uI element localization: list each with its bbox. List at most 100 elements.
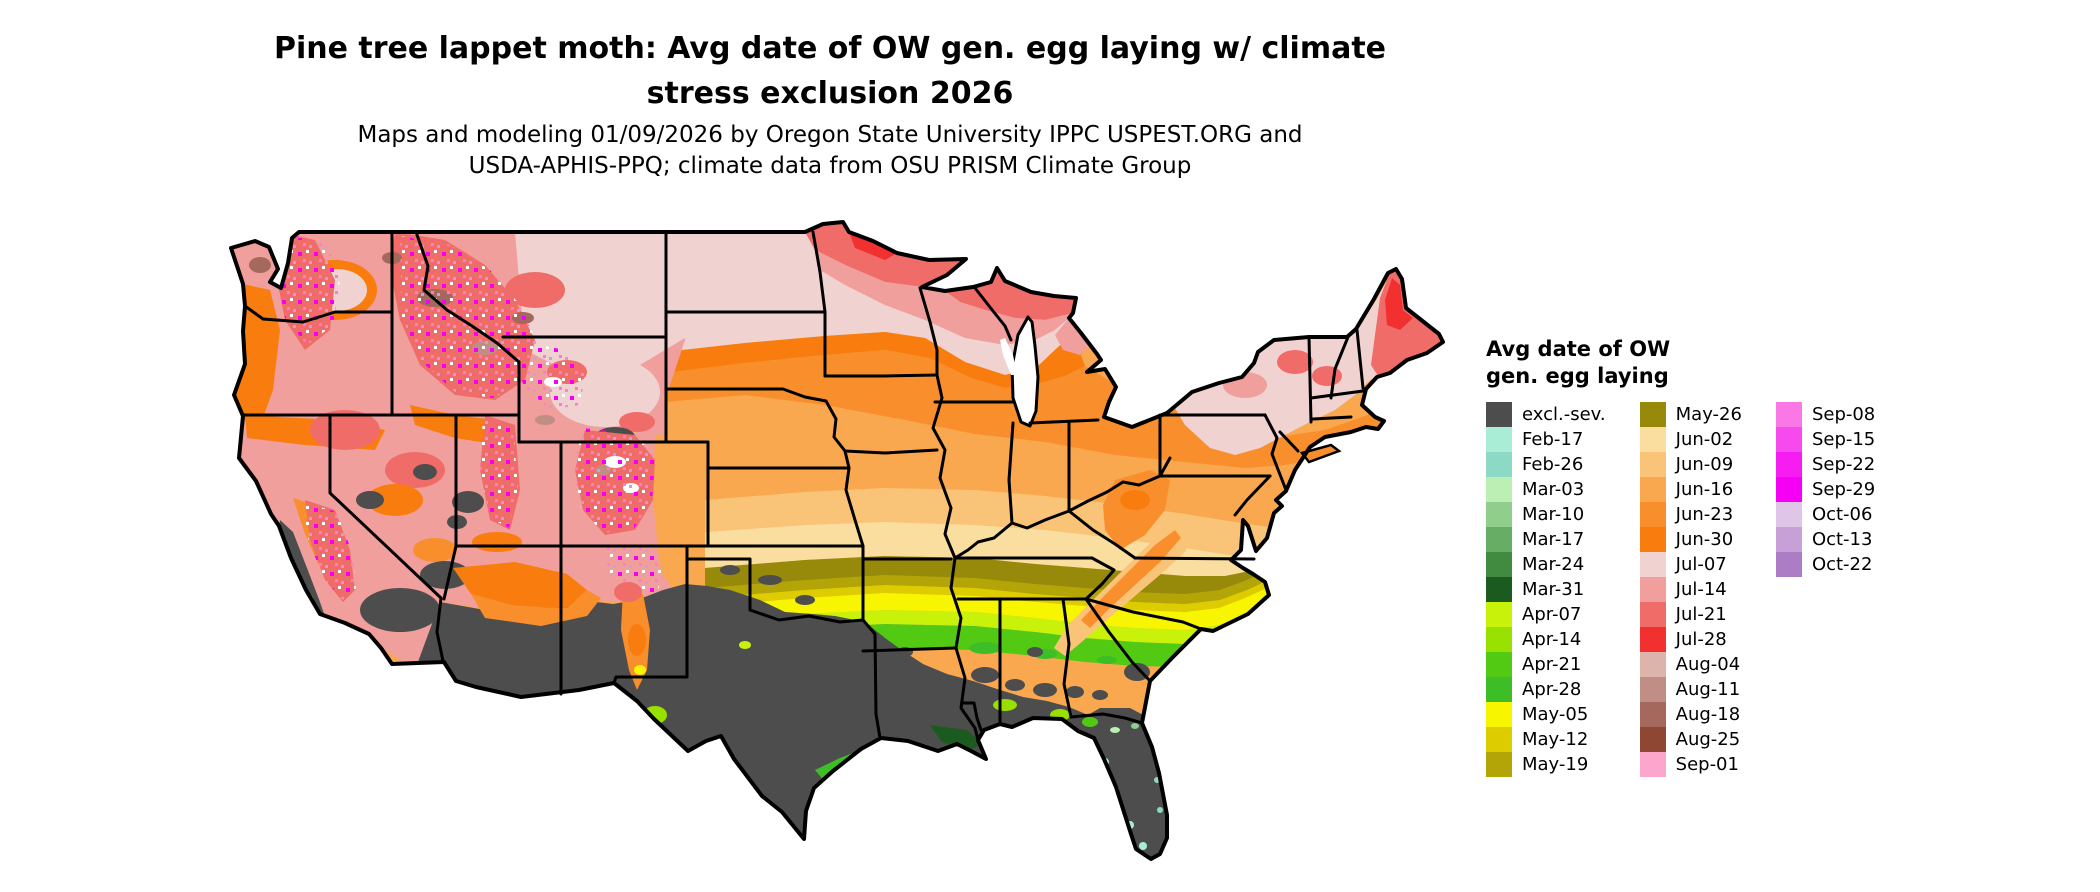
legend-label: Sep-08 bbox=[1811, 404, 1876, 425]
legend-swatch bbox=[1486, 552, 1512, 577]
legend-row: Mar-03 bbox=[1486, 477, 1606, 502]
legend-row: May-05 bbox=[1486, 702, 1606, 727]
page-title: Pine tree lappet moth: Avg date of OW ge… bbox=[185, 26, 1475, 116]
legend-label: May-12 bbox=[1522, 729, 1589, 750]
legend-swatch bbox=[1639, 702, 1666, 727]
legend-label: Jul-21 bbox=[1675, 604, 1727, 625]
legend-swatch bbox=[1775, 552, 1802, 577]
legend-label: Feb-17 bbox=[1522, 429, 1584, 450]
legend-label: Aug-04 bbox=[1675, 654, 1741, 675]
legend-label: Sep-22 bbox=[1811, 454, 1876, 475]
legend-swatch bbox=[1486, 452, 1512, 477]
legend-row: Sep-15 bbox=[1775, 427, 1876, 452]
legend-row: Sep-08 bbox=[1775, 402, 1876, 427]
legend-row: Jun-16 bbox=[1639, 477, 1742, 502]
legend-swatch bbox=[1639, 452, 1666, 477]
legend-swatch bbox=[1486, 702, 1512, 727]
legend-row: Jun-09 bbox=[1639, 452, 1742, 477]
legend-row: Aug-11 bbox=[1639, 677, 1742, 702]
legend-row: Sep-01 bbox=[1639, 752, 1742, 777]
legend-row: Oct-06 bbox=[1775, 502, 1875, 527]
legend-swatch bbox=[1639, 427, 1666, 452]
legend-label: Sep-15 bbox=[1811, 429, 1876, 450]
legend-label: excl.-sev. bbox=[1522, 404, 1606, 425]
legend-row: Mar-31 bbox=[1486, 577, 1606, 602]
legend-row: Feb-17 bbox=[1486, 427, 1606, 452]
legend-label: Mar-17 bbox=[1522, 529, 1585, 550]
legend-row: Mar-10 bbox=[1486, 502, 1606, 527]
legend-swatch bbox=[1639, 627, 1666, 652]
subtitle-line-1: Maps and modeling 01/09/2026 by Oregon S… bbox=[357, 122, 1303, 148]
legend-label: Feb-26 bbox=[1522, 454, 1584, 475]
legend-swatch bbox=[1775, 402, 1802, 427]
legend-swatch bbox=[1639, 652, 1666, 677]
legend-label: Mar-03 bbox=[1522, 479, 1585, 500]
legend-row: Jun-23 bbox=[1639, 502, 1742, 527]
legend-label: Apr-14 bbox=[1522, 629, 1582, 650]
legend-swatch bbox=[1775, 427, 1802, 452]
legend-label: Mar-31 bbox=[1522, 579, 1585, 600]
legend-label: Jun-23 bbox=[1675, 504, 1734, 525]
legend-columns: excl.-sev. Feb-17 Feb-26 Mar-03 Mar-10 Mar-17… bbox=[1486, 402, 2046, 777]
legend-label: Aug-25 bbox=[1675, 729, 1741, 750]
legend-row: Apr-07 bbox=[1486, 602, 1606, 627]
legend-swatch bbox=[1486, 627, 1512, 652]
legend-row: Sep-22 bbox=[1775, 452, 1876, 477]
great-lakes bbox=[1000, 315, 1040, 428]
legend-swatch bbox=[1639, 477, 1666, 502]
legend-column: May-26 Jun-02 Jun-09 Jun-16 Jun-23 Jun-30 Jul-… bbox=[1639, 402, 1742, 777]
legend-swatch bbox=[1775, 452, 1802, 477]
legend-row: Oct-13 bbox=[1775, 527, 1875, 552]
legend-swatch bbox=[1639, 402, 1666, 427]
legend-swatch bbox=[1486, 727, 1512, 752]
legend-label: Aug-18 bbox=[1675, 704, 1741, 725]
legend-row: Aug-18 bbox=[1639, 702, 1742, 727]
legend-label: Oct-13 bbox=[1811, 529, 1873, 550]
title-line-2: stress exclusion 2026 bbox=[646, 76, 1014, 111]
legend-swatch bbox=[1486, 677, 1512, 702]
subtitle-line-2: USDA-APHIS-PPQ; climate data from OSU PR… bbox=[468, 153, 1192, 179]
legend-swatch bbox=[1639, 577, 1666, 602]
legend-row: Apr-28 bbox=[1486, 677, 1606, 702]
legend-row: Jul-28 bbox=[1639, 627, 1742, 652]
legend-swatch bbox=[1775, 527, 1802, 552]
legend-label: Apr-21 bbox=[1522, 654, 1582, 675]
legend-row: May-26 bbox=[1639, 402, 1742, 427]
legend-swatch bbox=[1486, 427, 1512, 452]
legend-label: May-19 bbox=[1522, 754, 1589, 775]
legend-swatch bbox=[1486, 402, 1512, 427]
legend-label: Jul-07 bbox=[1675, 554, 1727, 575]
legend-row: Apr-14 bbox=[1486, 627, 1606, 652]
legend-row: Apr-21 bbox=[1486, 652, 1606, 677]
legend-row: excl.-sev. bbox=[1486, 402, 1606, 427]
legend-title-line-1: Avg date of OW bbox=[1486, 337, 1671, 361]
legend: Avg date of OW gen. egg laying excl.-sev… bbox=[1486, 336, 2046, 777]
legend-label: Sep-29 bbox=[1811, 479, 1876, 500]
legend-label: Sep-01 bbox=[1675, 754, 1739, 775]
legend-row: Jun-30 bbox=[1639, 527, 1742, 552]
legend-swatch bbox=[1486, 652, 1512, 677]
legend-row: Jul-07 bbox=[1639, 552, 1742, 577]
legend-label: Aug-11 bbox=[1675, 679, 1741, 700]
legend-row: Oct-22 bbox=[1775, 552, 1875, 577]
legend-swatch bbox=[1639, 752, 1666, 777]
legend-label: May-05 bbox=[1522, 704, 1589, 725]
legend-swatch bbox=[1639, 602, 1666, 627]
legend-row: Sep-29 bbox=[1775, 477, 1876, 502]
legend-swatch bbox=[1486, 527, 1512, 552]
legend-row: Mar-17 bbox=[1486, 527, 1606, 552]
legend-label: Mar-24 bbox=[1522, 554, 1585, 575]
us-outline bbox=[229, 220, 1445, 861]
legend-label: Apr-07 bbox=[1522, 604, 1582, 625]
legend-swatch bbox=[1639, 502, 1666, 527]
legend-label: Jun-30 bbox=[1675, 529, 1734, 550]
legend-swatch bbox=[1486, 477, 1512, 502]
legend-label: Jul-14 bbox=[1675, 579, 1727, 600]
legend-column: Sep-08 Sep-15 Sep-22 Sep-29 Oct-06 Oct-13 Oct-… bbox=[1775, 402, 1876, 577]
map-fill-layer bbox=[231, 222, 1443, 859]
legend-swatch bbox=[1639, 677, 1666, 702]
us-map bbox=[229, 220, 1445, 861]
legend-swatch bbox=[1775, 502, 1802, 527]
legend-label: Jun-16 bbox=[1675, 479, 1734, 500]
